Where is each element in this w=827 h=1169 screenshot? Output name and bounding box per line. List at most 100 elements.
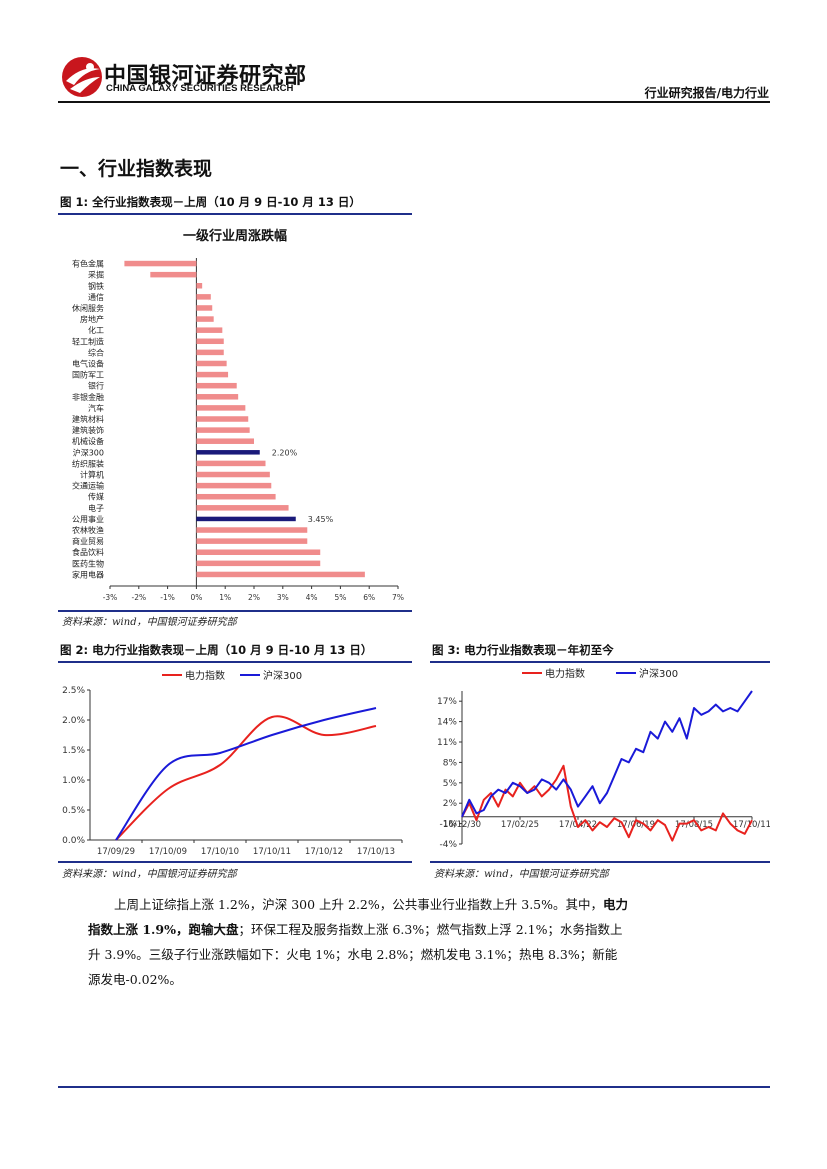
fig3-rule bbox=[430, 661, 770, 663]
chart2-x-tick-label: 17/10/13 bbox=[357, 847, 395, 857]
chart2-y-tick-label: 2.0% bbox=[62, 716, 85, 726]
chart1-category-label: 家用电器 bbox=[72, 569, 104, 579]
chart1-category-label: 纺织服装 bbox=[72, 458, 104, 468]
chart1-bar bbox=[196, 438, 254, 444]
chart1-x-tick-label: 2% bbox=[248, 593, 260, 602]
chart3-y-tick-label: 5% bbox=[443, 779, 458, 789]
chart3-x-tick-label: 16/12/30 bbox=[443, 820, 481, 830]
chart1-title: 一级行业周涨跌幅 bbox=[183, 228, 287, 244]
chart1-bar bbox=[196, 416, 249, 422]
chart1-category-label: 商业贸易 bbox=[72, 536, 104, 546]
chart1-x-tick-label: 3% bbox=[277, 593, 289, 602]
chart1-x-tick-label: 1% bbox=[219, 593, 231, 602]
chart1-bar bbox=[196, 471, 270, 478]
footer-divider bbox=[58, 1086, 770, 1088]
header-divider bbox=[58, 101, 770, 103]
chart2-x-tick-label: 17/10/10 bbox=[201, 847, 239, 857]
chart1-bar bbox=[196, 316, 214, 322]
chart1-x-tick-label: -2% bbox=[131, 593, 146, 602]
chart1-category-label: 采掘 bbox=[88, 270, 104, 280]
chart1-category-label: 钢铁 bbox=[88, 281, 104, 291]
chart1-bar bbox=[196, 571, 365, 578]
body-text-bold: 电力指数上涨 1.9%，跑输大盘 bbox=[88, 897, 629, 937]
chart1-x-tick-label: 0% bbox=[190, 593, 202, 602]
chart1-category-label: 轻工制造 bbox=[72, 336, 104, 346]
chart1-x-tick-label: 5% bbox=[334, 593, 346, 602]
chart1-category-label: 国防军工 bbox=[72, 370, 104, 380]
chart1-category-label: 计算机 bbox=[80, 470, 104, 480]
chart1-bar bbox=[196, 427, 250, 433]
chart3-legend-label: 沪深300 bbox=[639, 667, 678, 680]
report-type: 行业研究报告/电力行业 bbox=[644, 86, 769, 100]
chart1-category-label: 银行 bbox=[88, 381, 104, 391]
chart3-x-tick-label: 17/08/15 bbox=[675, 820, 713, 830]
chart2-y-tick-label: 0.5% bbox=[62, 806, 85, 816]
chart1-category-label: 农林牧渔 bbox=[72, 525, 104, 535]
chart1-bar bbox=[196, 294, 211, 300]
chart2-y-tick-label: 2.5% bbox=[62, 686, 85, 696]
chart1-bar bbox=[196, 394, 239, 400]
chart1-bar bbox=[196, 450, 260, 455]
chart3-legend-label: 电力指数 bbox=[545, 667, 585, 680]
chart1-bar bbox=[196, 360, 227, 367]
chart3-x-tick-label: 17/10/11 bbox=[733, 820, 770, 830]
chart3-y-tick-label: -1% bbox=[439, 820, 457, 830]
chart1-category-label: 房地产 bbox=[80, 314, 104, 324]
chart2-y-tick-label: 1.5% bbox=[62, 746, 85, 756]
chart1-category-label: 汽车 bbox=[88, 403, 104, 413]
chart1-bar bbox=[196, 405, 246, 411]
chart1-bar bbox=[124, 260, 197, 267]
chart1-x-tick-label: -1% bbox=[160, 593, 175, 602]
chart3-x-tick-label: 17/02/25 bbox=[501, 820, 539, 830]
chart3-series-line bbox=[461, 764, 753, 842]
fig3-bottom-rule bbox=[430, 861, 770, 863]
body-text-2: ；环保工程及服务指数上涨 6.3%；燃气指数上浮 2.1%；水务指数上升 3.9… bbox=[88, 922, 623, 987]
chart3-y-tick-label: -4% bbox=[439, 840, 457, 850]
section-title: 一、行业指数表现 bbox=[60, 158, 213, 180]
body-text-1: 上周上证综指上涨 1.2%，沪深 300 上升 2.2%，公共事业行业指数上升 … bbox=[114, 897, 603, 912]
industry-bar-chart: 一级行业周涨跌幅 -3% -2% -1% 0% 1% 2% 3% 4% 5% 6% 7% 有色金属采掘钢… bbox=[72, 228, 404, 602]
chart1-data-label: 3.45% bbox=[308, 515, 334, 524]
chart1-bar bbox=[196, 327, 223, 333]
company-name-cn: 中国银河证券研究部 bbox=[104, 64, 307, 89]
chart1-category-label: 建筑材料 bbox=[72, 414, 104, 424]
chart1-bar bbox=[196, 283, 203, 289]
chart2-y-tick-label: 0.0% bbox=[62, 836, 85, 846]
chart1-bar bbox=[196, 349, 224, 356]
chart1-category-label: 电气设备 bbox=[72, 358, 104, 368]
chart3-y-tick-label: 8% bbox=[443, 758, 458, 768]
logo-icon bbox=[62, 57, 102, 97]
power-index-ytd-chart: 电力指数 沪深300 -4% -1% 2% 5% 8% 11% 14% 17% 16/12/30 17… bbox=[437, 667, 770, 850]
chart1-category-label: 医药生物 bbox=[72, 558, 104, 568]
chart2-legend-label: 沪深300 bbox=[263, 669, 302, 682]
chart1-category-label: 非银金融 bbox=[72, 392, 104, 402]
chart1-category-label: 电子 bbox=[88, 503, 104, 513]
chart1-bar bbox=[196, 305, 213, 311]
chart2-x-tick-label: 17/10/09 bbox=[149, 847, 187, 857]
chart1-bar bbox=[196, 538, 308, 544]
fig1-source: 资料来源：wind，中国银河证券研究部 bbox=[62, 617, 237, 628]
chart1-data-label: 2.20% bbox=[272, 448, 298, 457]
fig1-caption: 图 1: 全行业指数表现－上周（10 月 9 日-10 月 13 日） bbox=[60, 195, 361, 209]
chart3-x-tick-label: 17/06/19 bbox=[617, 820, 655, 830]
chart2-legend-label: 电力指数 bbox=[185, 669, 225, 682]
chart1-bar bbox=[196, 560, 321, 567]
chart1-bar bbox=[196, 371, 229, 378]
chart1-x-tick-label: 4% bbox=[306, 593, 318, 602]
chart1-bar bbox=[196, 382, 237, 389]
chart3-y-tick-label: 14% bbox=[437, 718, 457, 728]
fig3-caption: 图 3: 电力行业指数表现－年初至今 bbox=[432, 643, 614, 657]
chart2-series-line bbox=[115, 715, 377, 841]
fig2-caption: 图 2: 电力行业指数表现－上周（10 月 9 日-10 月 13 日） bbox=[60, 643, 373, 657]
fig2-rule bbox=[58, 661, 412, 663]
chart2-x-tick-label: 17/10/12 bbox=[305, 847, 343, 857]
chart2-series-line bbox=[115, 707, 377, 841]
chart1-bar bbox=[196, 549, 321, 555]
chart1-bar bbox=[196, 460, 266, 467]
chart1-bar bbox=[196, 493, 276, 500]
chart1-category-label: 交通运输 bbox=[72, 481, 104, 491]
fig3-source: 资料来源：wind，中国银河证券研究部 bbox=[434, 869, 609, 880]
fig2-source: 资料来源：wind，中国银河证券研究部 bbox=[62, 869, 237, 880]
chart1-category-label: 传媒 bbox=[88, 492, 104, 502]
chart1-category-label: 机械设备 bbox=[72, 436, 104, 446]
